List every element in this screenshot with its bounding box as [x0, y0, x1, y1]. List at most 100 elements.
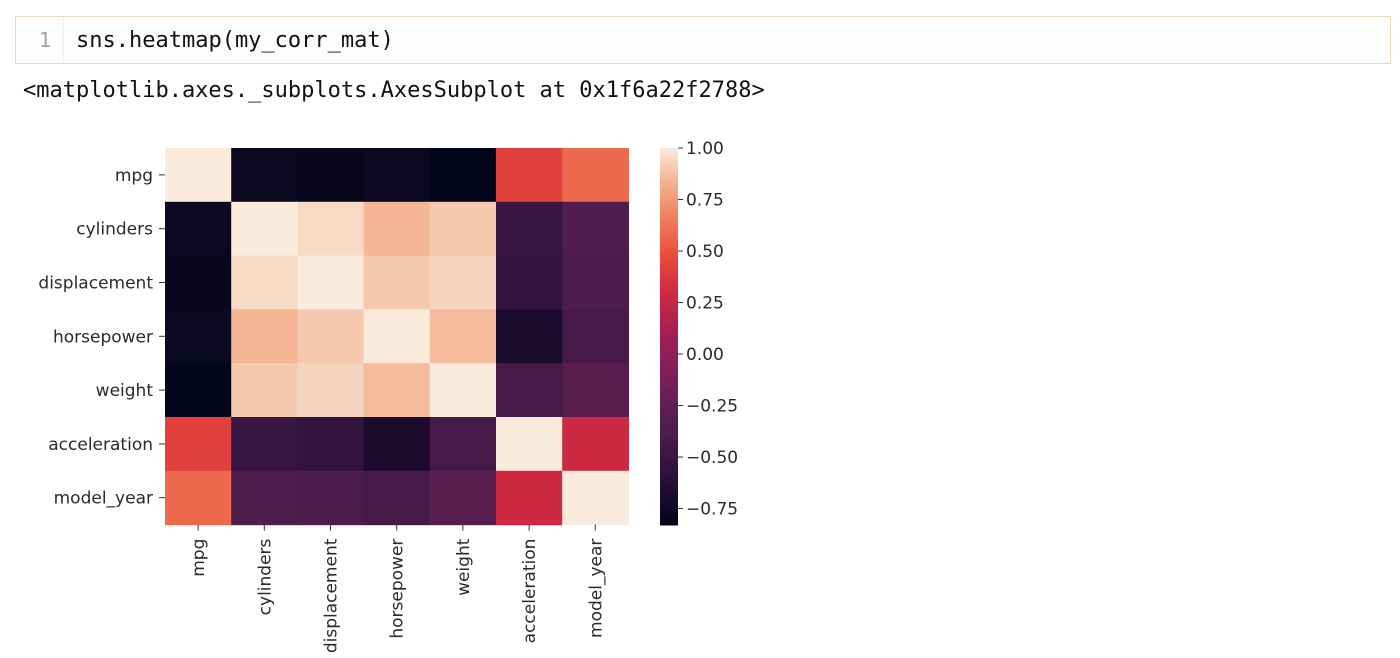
output-repr: <matplotlib.axes._subplots.AxesSubplot a… — [23, 78, 765, 103]
colorbar-segment — [660, 220, 678, 224]
heatmap-cell-acceleration-weight — [429, 417, 497, 472]
colorbar: 1.00 0.75 0.50 0.25 0.00 −0.25 −0.50 −0.75 — [660, 139, 738, 526]
colorbar-segment — [660, 374, 678, 378]
colorbar-segment — [660, 465, 678, 469]
colorbar-segment — [660, 452, 678, 457]
colorbar-segment — [660, 191, 678, 196]
heatmap-cell-cylinders-model_year — [562, 201, 629, 257]
heatmap-cell-cylinders-cylinders — [231, 201, 298, 257]
colorbar-segment — [660, 289, 678, 294]
colorbar-segment — [660, 204, 678, 209]
colorbar-segment — [660, 283, 678, 287]
colorbar-segment — [660, 503, 678, 507]
colorbar-segment — [660, 267, 678, 272]
colorbar-segment — [660, 418, 678, 422]
colorbar-tick-label: 0.75 — [686, 191, 724, 211]
colorbar-segment — [660, 173, 678, 177]
heatmap-cell-cylinders-displacement — [297, 201, 365, 257]
heatmap-cell-acceleration-horsepower — [363, 417, 431, 472]
colorbar-segment — [660, 169, 678, 174]
colorbar-segment — [660, 148, 678, 152]
colorbar-segment — [660, 393, 678, 397]
heatmap-cell-weight-horsepower — [363, 363, 431, 418]
heatmap-column-labels: mpg cylinders displacement horsepower weight… — [189, 524, 606, 653]
column-label-cylinders: cylinders — [255, 538, 275, 615]
colorbar-segment — [660, 342, 678, 347]
colorbar-segment — [660, 292, 678, 297]
colorbar-segment — [660, 462, 678, 466]
colorbar-segment — [660, 506, 678, 510]
heatmap-cell-cylinders-horsepower — [363, 201, 431, 257]
heatmap-cell-mpg-weight — [429, 148, 497, 203]
colorbar-segment — [660, 279, 678, 284]
heatmap-cell-cylinders-mpg — [165, 201, 232, 257]
colorbar-segment — [660, 232, 678, 237]
colorbar-segment — [660, 298, 678, 303]
colorbar-segment — [660, 427, 678, 432]
code-cell[interactable]: 1 sns.heatmap(my_corr_mat) — [15, 16, 1391, 64]
colorbar-segment — [660, 264, 678, 268]
colorbar-segment — [660, 355, 678, 359]
colorbar-segment — [660, 257, 678, 262]
heatmap-cell-mpg-mpg — [165, 148, 232, 203]
heatmap-cell-displacement-weight — [429, 255, 497, 310]
heatmap-cell-horsepower-weight — [429, 309, 497, 364]
colorbar-tick-label: 1.00 — [686, 139, 724, 159]
colorbar-segment — [660, 157, 678, 162]
heatmap-cell-weight-model_year — [562, 363, 629, 418]
colorbar-segment — [660, 242, 678, 246]
heatmap-cell-horsepower-model_year — [562, 309, 629, 364]
colorbar-segment — [660, 248, 678, 253]
heatmap-cell-weight-cylinders — [231, 363, 298, 418]
colorbar-segment — [660, 518, 678, 523]
colorbar-segment — [660, 459, 678, 463]
colorbar-segment — [660, 239, 678, 243]
heatmap-cell-mpg-cylinders — [231, 148, 298, 203]
colorbar-segment — [660, 339, 678, 344]
heatmap-cell-weight-weight — [429, 363, 497, 418]
heatmap-cell-cylinders-weight — [429, 201, 497, 257]
colorbar-segment — [660, 477, 678, 482]
colorbar-segment — [660, 399, 678, 403]
heatmap-cell-mpg-acceleration — [496, 148, 563, 203]
column-label-mpg: mpg — [189, 539, 209, 577]
colorbar-segment — [660, 195, 678, 199]
colorbar-segment — [660, 383, 678, 388]
colorbar-segment — [660, 424, 678, 429]
colorbar-segment — [660, 509, 678, 513]
row-label-displacement: displacement — [38, 274, 153, 294]
colorbar-segment — [660, 207, 678, 212]
colorbar-segment — [660, 229, 678, 234]
colorbar-segment — [660, 446, 678, 451]
colorbar-segment — [660, 364, 678, 369]
colorbar-segment — [660, 437, 678, 441]
colorbar-segment — [660, 411, 678, 416]
colorbar-segment — [660, 305, 678, 309]
colorbar-segment — [660, 323, 678, 328]
colorbar-segment — [660, 314, 678, 319]
colorbar-segment — [660, 295, 678, 300]
column-label-acceleration: acceleration — [520, 539, 540, 644]
heatmap-cell-acceleration-model_year — [562, 417, 629, 472]
colorbar-segment — [660, 443, 678, 447]
colorbar-segment — [660, 389, 678, 394]
code-input[interactable]: sns.heatmap(my_corr_mat) — [76, 27, 394, 53]
colorbar-segment — [660, 182, 678, 187]
colorbar-segment — [660, 245, 678, 250]
heatmap-cell-cylinders-acceleration — [496, 201, 563, 257]
heatmap-cell-mpg-horsepower — [363, 148, 431, 203]
colorbar-segment — [660, 405, 678, 410]
column-label-weight: weight — [454, 538, 474, 596]
colorbar-segment — [660, 440, 678, 444]
colorbar-segment — [660, 301, 678, 306]
colorbar-segment — [660, 408, 678, 413]
colorbar-segment — [660, 396, 678, 400]
colorbar-segment — [660, 179, 678, 184]
colorbar-segment — [660, 358, 678, 363]
heatmap-cell-acceleration-displacement — [297, 417, 365, 472]
colorbar-segment — [660, 185, 678, 190]
heatmap-cell-horsepower-mpg — [165, 309, 232, 364]
heatmap-cell-displacement-horsepower — [363, 255, 431, 310]
heatmap-cell-model_year-weight — [429, 470, 497, 526]
